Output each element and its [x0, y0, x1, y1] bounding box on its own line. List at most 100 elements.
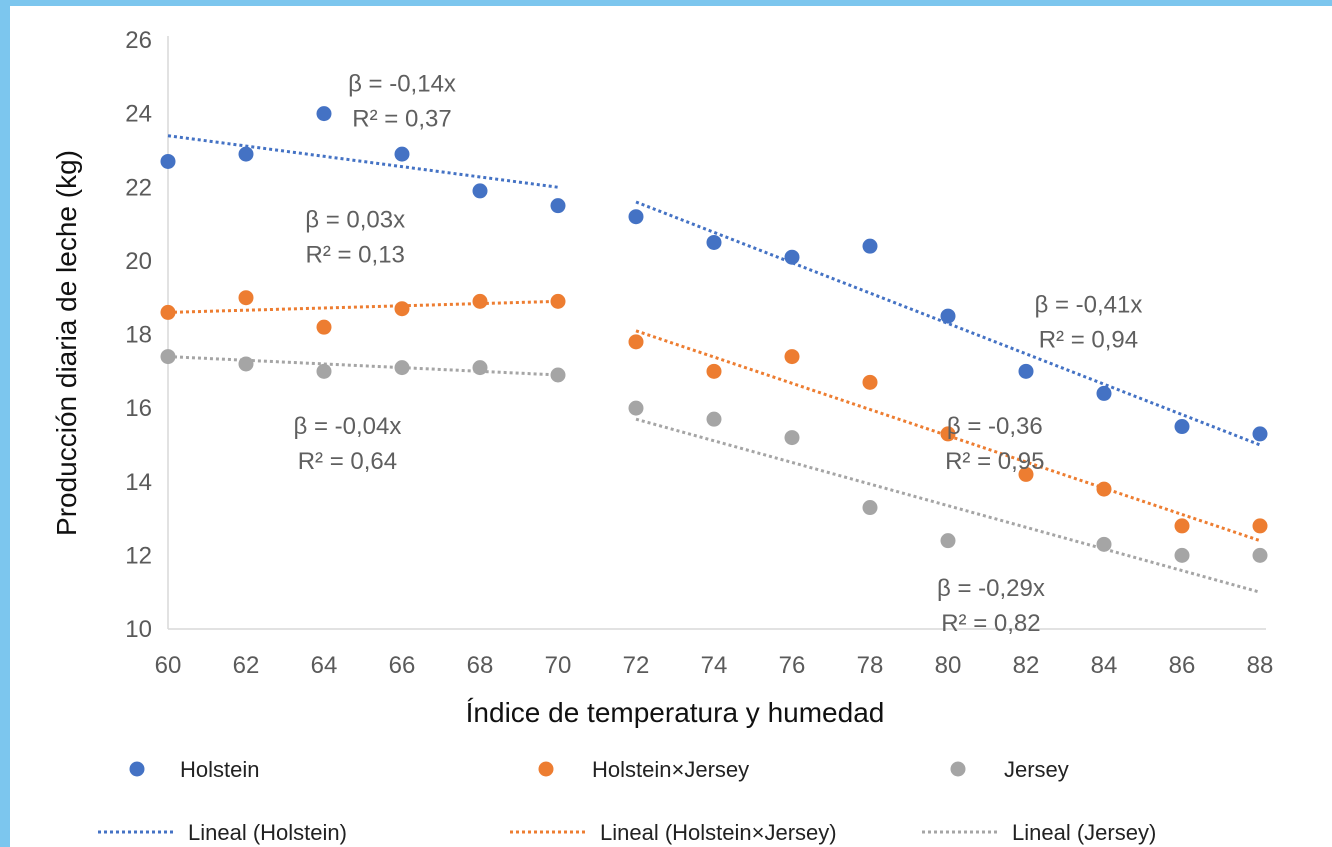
data-point: [940, 308, 956, 324]
x-tick-label: 60: [155, 652, 182, 679]
annotation-beta: β = 0,03x: [305, 207, 405, 234]
x-tick-label: 66: [389, 652, 416, 679]
x-tick-label: 72: [623, 652, 650, 679]
data-point: [1096, 481, 1112, 497]
x-tick-label: 64: [311, 652, 338, 679]
annotation-beta: β = -0,41x: [1034, 291, 1142, 318]
trendline-segment: [167, 299, 559, 314]
data-point: [784, 430, 800, 446]
y-tick-label: 10: [125, 616, 152, 643]
data-point: [1174, 518, 1190, 534]
x-tick-label: 68: [467, 652, 494, 679]
annotation-beta: β = -0,14x: [348, 71, 456, 98]
x-tick-label: 80: [935, 652, 962, 679]
data-point: [472, 293, 488, 309]
data-point: [706, 234, 722, 250]
trendline-segment: [635, 329, 1261, 543]
legend-label: Jersey: [1004, 757, 1069, 782]
y-tick-label: 26: [125, 27, 152, 54]
data-point: [550, 293, 566, 309]
trendline-segment: [635, 200, 1261, 447]
x-axis-title: Índice de temperatura y humedad: [466, 697, 885, 728]
data-point: [1096, 536, 1112, 552]
data-point: [784, 349, 800, 365]
annotation-r2: R² = 0,82: [941, 610, 1040, 637]
data-point: [1096, 385, 1112, 401]
data-point: [628, 400, 644, 416]
data-point: [550, 198, 566, 214]
legend-marker: [950, 761, 966, 777]
data-point: [394, 301, 410, 317]
legend-line-label: Lineal (Jersey): [1012, 820, 1156, 845]
annotation-beta: β = -0,29x: [937, 575, 1045, 602]
annotation-r2: R² = 0,95: [945, 448, 1044, 475]
x-tick-label: 82: [1013, 652, 1040, 679]
chart-panel: 10 12 14 16 18 20 22 24 26 60 62 64 66 68 70 72 74 76 78 80…: [10, 6, 1332, 847]
trendline-segment: [167, 355, 559, 377]
data-point: [706, 363, 722, 379]
data-points: [160, 106, 1268, 563]
data-point: [1252, 547, 1268, 563]
data-point: [940, 533, 956, 549]
x-tick-label: 86: [1169, 652, 1196, 679]
data-point: [1174, 419, 1190, 435]
trendline-segment: [635, 417, 1261, 594]
x-tick-label: 62: [233, 652, 260, 679]
legend-line-label: Lineal (Holstein×Jersey): [600, 820, 837, 845]
data-point: [1252, 426, 1268, 442]
y-tick-label: 20: [125, 248, 152, 275]
data-point: [160, 349, 176, 365]
legend-label: Holstein×Jersey: [592, 757, 749, 782]
y-tick-label: 16: [125, 395, 152, 422]
data-point: [628, 209, 644, 225]
data-point: [1252, 518, 1268, 534]
y-tick-label: 18: [125, 322, 152, 349]
x-tick-label: 76: [779, 652, 806, 679]
annotation-r2: R² = 0,13: [306, 242, 405, 269]
data-point: [784, 249, 800, 265]
x-tick-label: 88: [1247, 652, 1274, 679]
data-point: [550, 367, 566, 383]
data-point: [316, 319, 332, 335]
y-tick-label: 22: [125, 174, 152, 201]
x-tick-label: 78: [857, 652, 884, 679]
scatter-chart: 10 12 14 16 18 20 22 24 26 60 62 64 66 68 70 72 74 76 78 80…: [51, 27, 1273, 845]
y-axis-title: Producción diaria de leche (kg): [51, 150, 82, 536]
data-point: [394, 146, 410, 162]
annotation-r2: R² = 0,94: [1039, 326, 1138, 353]
data-point: [472, 360, 488, 376]
x-tick-label: 84: [1091, 652, 1118, 679]
x-tick-label: 70: [545, 652, 572, 679]
legend: Holstein Holstein×Jersey Jersey Lineal (Hol…: [98, 757, 1156, 845]
legend-marker: [538, 761, 554, 777]
data-point: [628, 334, 644, 350]
legend-marker: [129, 761, 145, 777]
data-point: [1018, 466, 1034, 482]
data-point: [394, 360, 410, 376]
data-point: [940, 426, 956, 442]
data-point: [862, 238, 878, 254]
annotation-r2: R² = 0,37: [352, 106, 451, 133]
data-point: [238, 356, 254, 372]
data-point: [706, 411, 722, 427]
data-point: [862, 374, 878, 390]
data-point: [862, 500, 878, 516]
legend-line-label: Lineal (Holstein): [188, 820, 347, 845]
annotation-beta: β = -0,04x: [293, 413, 401, 440]
data-point: [316, 106, 332, 122]
annotation-beta: β = -0,36: [947, 413, 1043, 440]
trendline-segment: [167, 134, 559, 189]
data-point: [238, 290, 254, 306]
legend-label: Holstein: [180, 757, 259, 782]
y-tick-label: 24: [125, 101, 152, 128]
data-point: [160, 153, 176, 169]
data-point: [1174, 547, 1190, 563]
trendlines: [167, 134, 1261, 594]
axes: 10 12 14 16 18 20 22 24 26 60 62 64 66 68 70 72 74 76 78 80…: [125, 27, 1273, 679]
data-point: [238, 146, 254, 162]
data-point: [160, 304, 176, 320]
y-tick-label: 14: [125, 469, 152, 496]
annotation-r2: R² = 0,64: [298, 448, 397, 475]
data-point: [472, 183, 488, 199]
data-point: [1018, 363, 1034, 379]
